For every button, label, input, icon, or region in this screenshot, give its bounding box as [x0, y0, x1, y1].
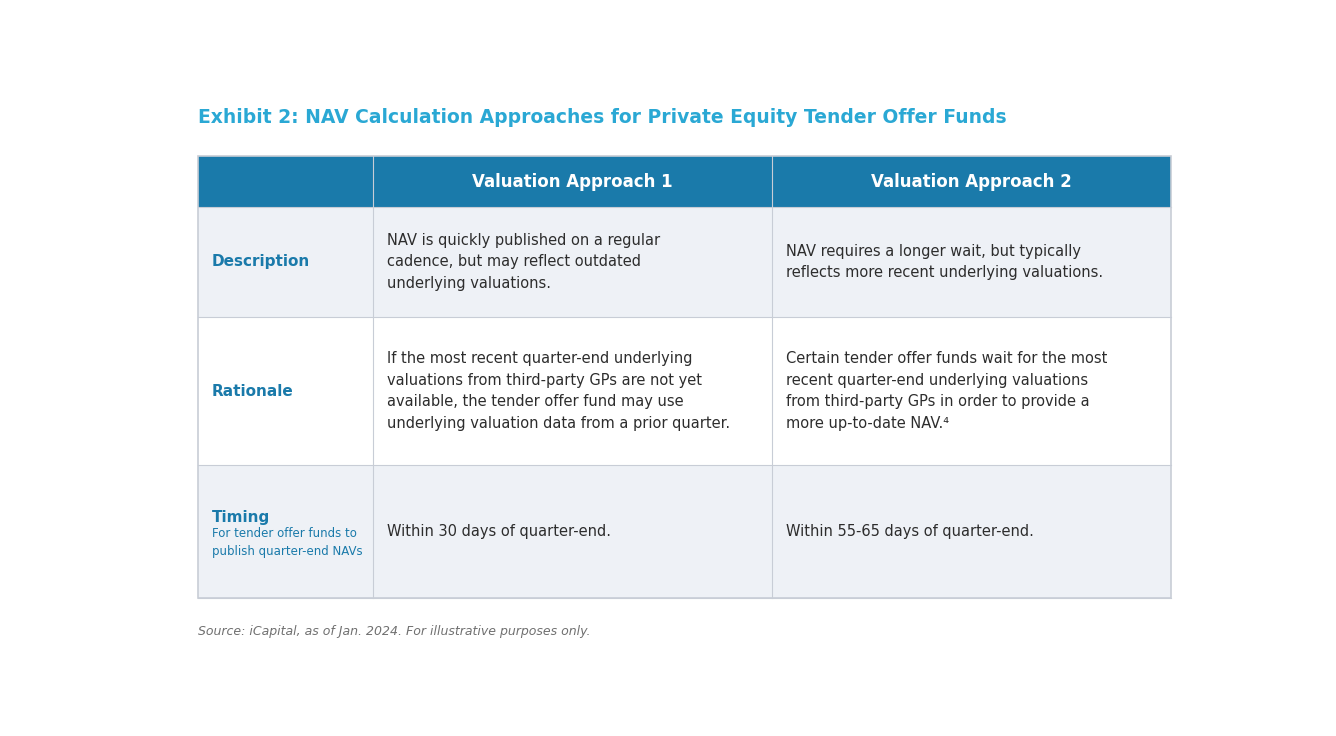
Text: Description: Description	[211, 255, 310, 269]
Bar	[373, 207, 772, 316]
Bar	[198, 316, 373, 465]
Bar	[373, 316, 772, 465]
Text: NAV requires a longer wait, but typically
reflects more recent underlying valuat: NAV requires a longer wait, but typicall…	[786, 244, 1104, 280]
Text: Source: iCapital, as of Jan. 2024. For illustrative purposes only.: Source: iCapital, as of Jan. 2024. For i…	[198, 625, 591, 638]
Text: For tender offer funds to
publish quarter-end NAVs: For tender offer funds to publish quarte…	[211, 526, 362, 558]
Bar	[198, 156, 1172, 598]
Text: Within 30 days of quarter-end.: Within 30 days of quarter-end.	[386, 524, 611, 539]
Text: NAV is quickly published on a regular
cadence, but may reflect outdated
underlyi: NAV is quickly published on a regular ca…	[386, 233, 660, 291]
Bar	[373, 465, 772, 598]
Bar	[198, 156, 1172, 598]
Bar	[373, 156, 772, 207]
Text: If the most recent quarter-end underlying
valuations from third-party GPs are no: If the most recent quarter-end underlyin…	[386, 351, 729, 431]
Text: Certain tender offer funds wait for the most
recent quarter-end underlying valua: Certain tender offer funds wait for the …	[786, 351, 1108, 431]
Bar	[772, 207, 1172, 316]
Bar	[772, 156, 1172, 207]
Text: Rationale: Rationale	[211, 383, 294, 398]
Bar	[198, 207, 373, 316]
Text: Within 55-65 days of quarter-end.: Within 55-65 days of quarter-end.	[786, 524, 1034, 539]
Text: Valuation Approach 2: Valuation Approach 2	[871, 173, 1073, 191]
Text: Valuation Approach 1: Valuation Approach 1	[473, 173, 673, 191]
Bar	[772, 316, 1172, 465]
Bar	[198, 465, 373, 598]
Text: Timing: Timing	[211, 510, 270, 526]
Bar	[198, 156, 373, 207]
Text: Exhibit 2: NAV Calculation Approaches for Private Equity Tender Offer Funds: Exhibit 2: NAV Calculation Approaches fo…	[198, 108, 1007, 127]
Bar	[772, 465, 1172, 598]
